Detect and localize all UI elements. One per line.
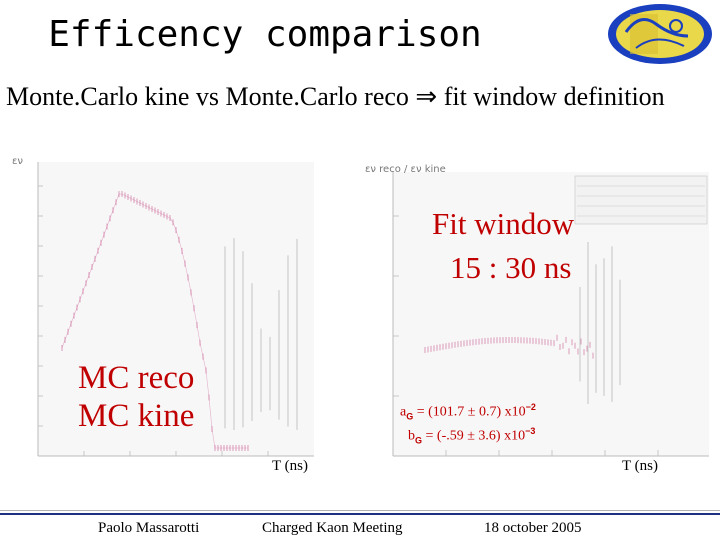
left-plot-ylabel: εν [12,156,23,167]
right-plot-axes [392,172,709,457]
footer-meeting: Charged Kaon Meeting [262,520,403,536]
experiment-logo-icon [608,4,712,64]
right-ratio-plot: εν reco / εν kine [355,150,715,466]
right-xaxis-label: T (ns) [622,458,658,474]
fit-result-bG: bG = (-.59 ± 3.6) x10−3 [408,426,536,446]
right-plot-ylabel: εν reco / εν kine [365,164,446,175]
left-xaxis-label: T (ns) [272,458,308,474]
legend-mc-kine: MC kine [78,398,195,434]
fit-window-range: 15 : 30 ns [450,250,572,285]
left-plot-axes [37,162,314,457]
legend-mc-reco: MC reco [78,360,195,396]
fit-window-label: Fit window [432,206,575,241]
slide-subtitle: Monte.Carlo kine vs Monte.Carlo reco ⇒ f… [6,82,665,111]
left-plot-points [61,191,298,451]
footer-date: 18 october 2005 [484,520,582,536]
footer-divider-bar [0,513,720,515]
right-plot-points [424,241,621,405]
footer-divider-top [0,510,720,511]
left-efficiency-plot: εν [0,148,320,466]
fit-result-aG: aG = (101.7 ± 0.7) x10−2 [400,402,536,422]
slide-title: Efficency comparison [48,14,482,55]
footer-author: Paolo Massarotti [98,520,200,536]
